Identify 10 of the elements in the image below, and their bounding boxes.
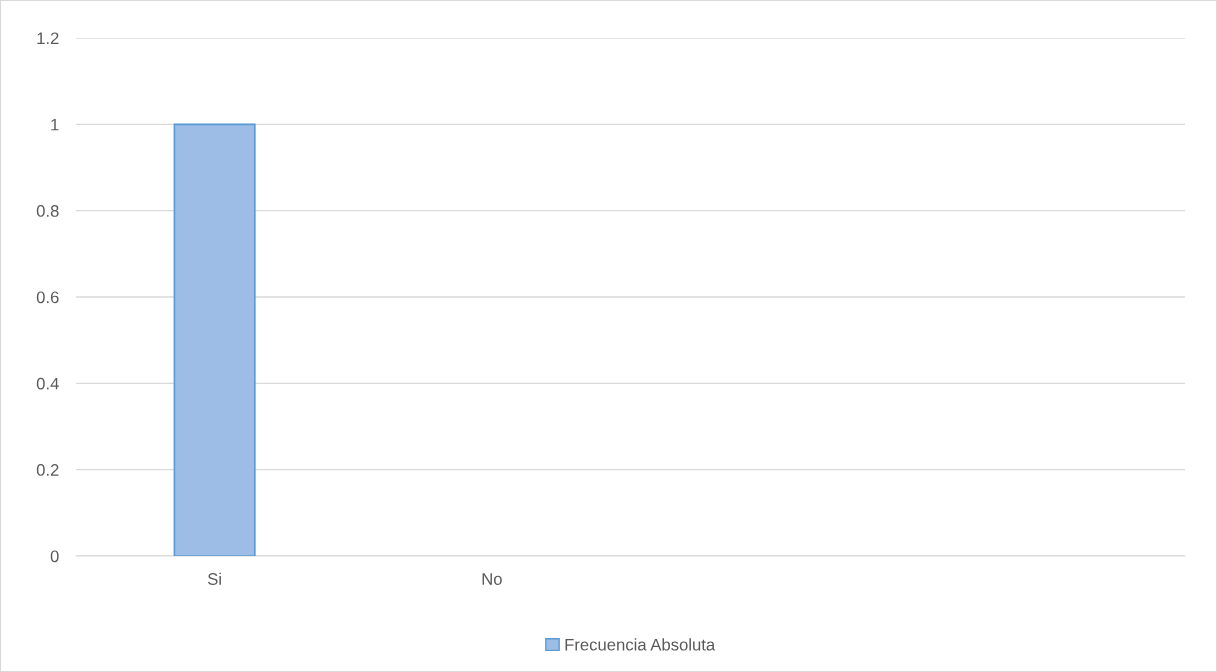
y-tick-label: 0.6 <box>36 291 59 304</box>
y-tick-label: 1.2 <box>37 32 59 45</box>
y-tick-label: 0.4 <box>36 377 59 390</box>
x-tick-label: Si <box>207 572 221 585</box>
y-tick-label: 0.2 <box>36 464 59 476</box>
legend-label: Frecuencia Absoluta <box>565 638 716 651</box>
x-tick-label: No <box>482 573 502 585</box>
y-tick-label: 0.8 <box>36 205 59 217</box>
y-tick-label: 0 <box>50 550 59 563</box>
y-tick-label: 1 <box>51 118 59 131</box>
